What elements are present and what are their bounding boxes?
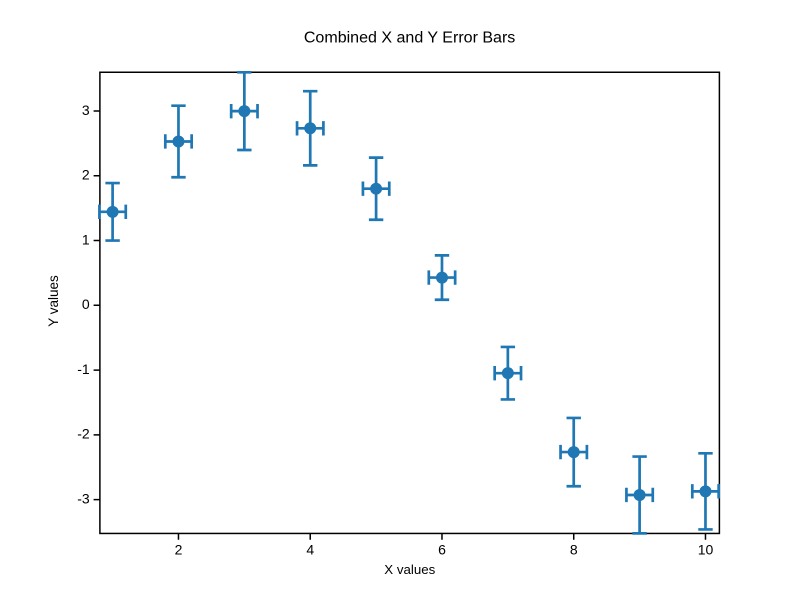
svg-text:2: 2 [175,541,183,557]
svg-text:3: 3 [82,102,90,118]
svg-text:Combined X and Y Error Bars: Combined X and Y Error Bars [304,29,515,47]
svg-text:-1: -1 [77,361,90,377]
svg-text:1: 1 [82,231,90,247]
svg-text:X values: X values [384,562,435,577]
svg-text:Y values: Y values [46,275,61,327]
svg-text:-2: -2 [77,426,90,442]
svg-text:10: 10 [698,541,714,557]
svg-text:4: 4 [306,541,314,557]
svg-text:8: 8 [570,541,578,557]
svg-text:-3: -3 [77,490,90,506]
svg-text:2: 2 [82,167,90,183]
svg-text:6: 6 [438,541,446,557]
svg-text:0: 0 [82,296,90,312]
